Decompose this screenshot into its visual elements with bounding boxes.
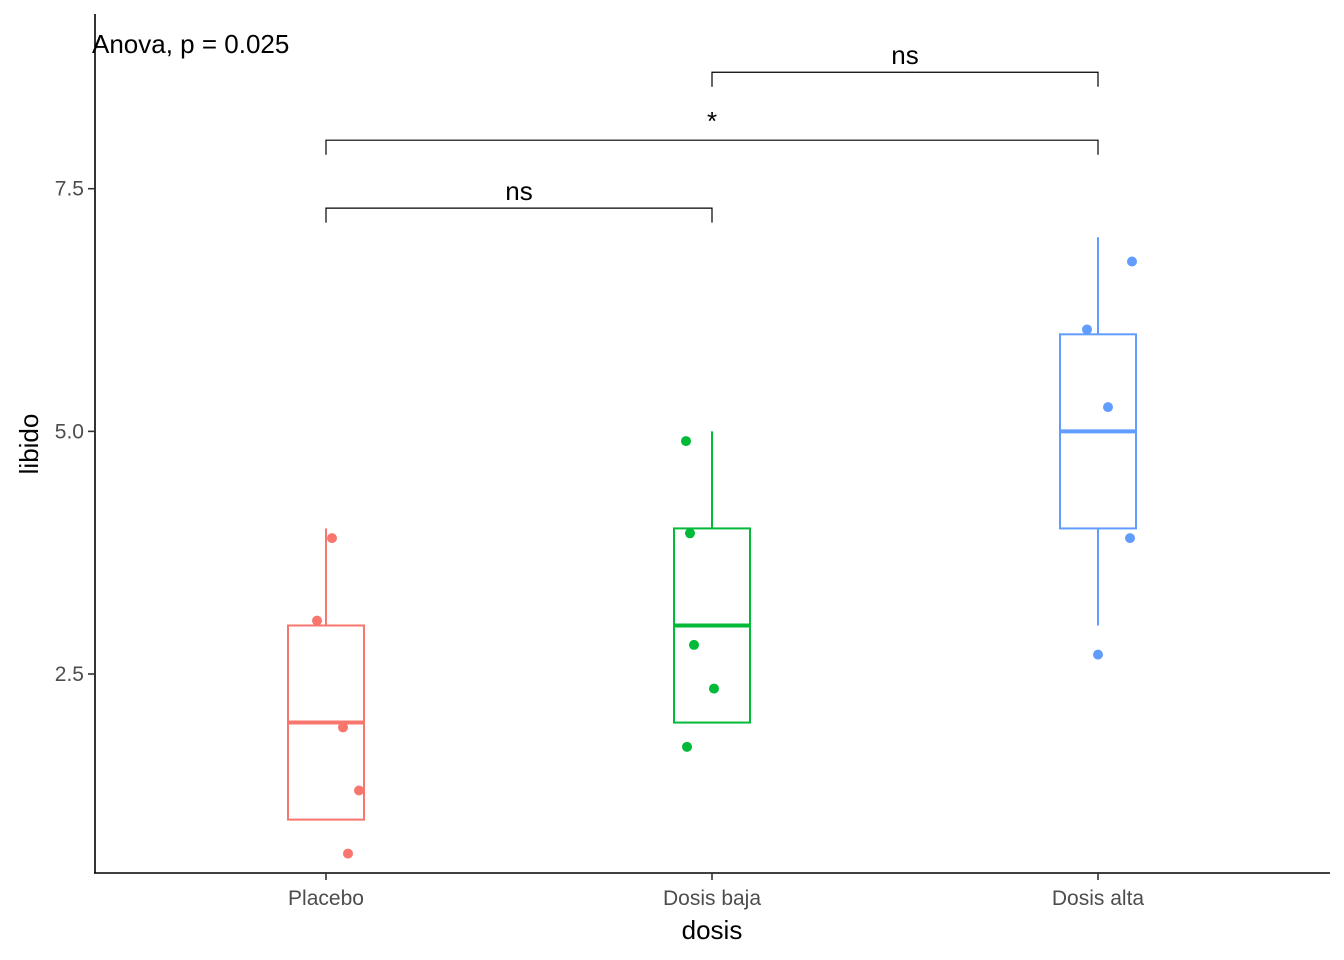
x-tick-label: Placebo (288, 887, 364, 910)
y-tick-label: 7.5 (55, 178, 84, 201)
point-placebo (327, 533, 337, 544)
box-group-dosis-alta (1059, 237, 1137, 660)
point-dosis-baja (682, 741, 692, 752)
y-tick-label: 5.0 (55, 420, 84, 443)
significance-label: ns (505, 176, 532, 206)
annotation-anova: Anova, p = 0.025 (92, 29, 289, 59)
point-dosis-alta (1093, 649, 1103, 660)
point-dosis-baja (681, 436, 691, 447)
box-group-dosis-baja (673, 431, 751, 752)
point-placebo (338, 722, 348, 733)
point-dosis-alta (1103, 402, 1113, 413)
bracket-line (325, 139, 1099, 155)
significance-bracket-2: * (325, 106, 1099, 155)
point-dosis-baja (709, 683, 719, 694)
significance-label: ns (891, 40, 918, 70)
significance-label: * (707, 106, 717, 136)
plot-layer: ns * ns (287, 40, 1137, 859)
point-placebo (354, 785, 364, 796)
point-dosis-alta (1127, 256, 1137, 267)
ticks-layer: 2.5 5.0 7.5 Placebo Dosis baja Dosis alta (55, 178, 1145, 910)
point-placebo (312, 615, 322, 626)
point-placebo (343, 848, 353, 859)
x-tick-label: Dosis alta (1052, 887, 1145, 910)
point-dosis-alta (1125, 533, 1135, 544)
significance-bracket-1: ns (325, 176, 713, 223)
box-group-placebo (287, 528, 365, 859)
significance-bracket-3: ns (711, 40, 1099, 87)
y-tick-label: 2.5 (55, 663, 84, 686)
x-axis-title: dosis (682, 915, 743, 945)
bracket-line (325, 207, 713, 223)
bracket-line (711, 71, 1099, 87)
x-tick-label: Dosis baja (663, 887, 761, 910)
y-axis-title: libido (14, 414, 44, 475)
point-dosis-alta (1082, 324, 1092, 335)
point-dosis-baja (685, 528, 695, 539)
point-dosis-baja (689, 639, 699, 650)
